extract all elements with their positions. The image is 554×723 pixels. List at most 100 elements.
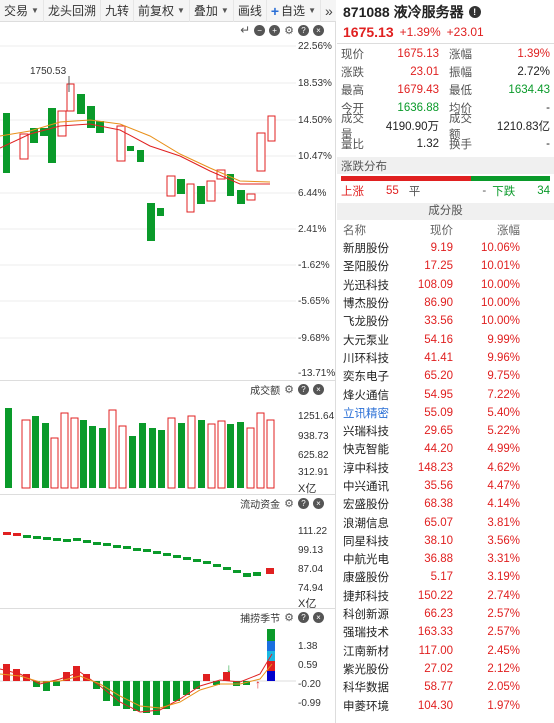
toolbar-nine-turn[interactable]: 九转	[101, 0, 134, 22]
component-change: 10.06%	[480, 242, 520, 255]
close-icon[interactable]: ×	[313, 24, 324, 36]
candle	[127, 146, 134, 151]
col-name[interactable]: 名称	[343, 224, 366, 237]
toolbar-overlay[interactable]: 叠加 ▼	[190, 0, 234, 22]
toolbar-trade[interactable]: 交易 ▼	[0, 0, 44, 22]
fund-panel-title: 流动资金	[240, 499, 281, 511]
component-row[interactable]: 烽火通信 54.95 7.22%	[337, 385, 554, 403]
component-row[interactable]: 宏盛股份 68.38 4.14%	[337, 495, 554, 513]
component-change: 10.01%	[480, 260, 520, 273]
component-row[interactable]: 川环科技 41.41 9.96%	[337, 349, 554, 367]
stock-code: 871088	[343, 4, 390, 20]
quote-value: 1675.13	[397, 48, 439, 60]
component-row[interactable]: 中航光电 36.88 3.31%	[337, 550, 554, 568]
component-row[interactable]: 同星科技 38.10 3.56%	[337, 532, 554, 550]
toolbar-draw[interactable]: 画线	[234, 0, 267, 22]
col-price[interactable]: 现价	[430, 224, 453, 237]
gear-icon[interactable]: ⚙	[284, 497, 294, 510]
component-change: 3.81%	[487, 516, 520, 529]
distribution-labels: 上涨 55 平 - 下跌 34	[337, 182, 554, 200]
add-watchlist-button[interactable]: + 自选 ▼	[267, 0, 321, 22]
components-header: 成分股	[337, 203, 554, 220]
component-price: 55.09	[424, 406, 453, 419]
component-row[interactable]: 康盛股份 5.17 3.19%	[337, 568, 554, 586]
col-change[interactable]: 涨幅	[497, 224, 520, 237]
component-row[interactable]: 光迅科技 108.09 10.00%	[337, 276, 554, 294]
help-icon[interactable]: ?	[298, 383, 309, 395]
component-name: 科华数据	[343, 682, 389, 695]
component-name: 立讯精密	[343, 407, 389, 420]
component-name: 紫光股份	[343, 663, 389, 676]
component-row[interactable]: 科创新源 66.23 2.57%	[337, 605, 554, 623]
quote-key: 成交量	[341, 113, 364, 141]
chevron-down-icon: ▼	[220, 6, 229, 15]
component-row[interactable]: 捷邦科技 150.22 2.74%	[337, 587, 554, 605]
component-row[interactable]: 博杰股份 86.90 10.00%	[337, 294, 554, 312]
stock-title: 871088 液冷服务器 !	[343, 2, 548, 22]
component-change: 3.56%	[487, 534, 520, 547]
help-icon[interactable]: ?	[298, 611, 309, 623]
gear-icon[interactable]: ⚙	[284, 383, 294, 396]
candles	[3, 83, 276, 241]
help-icon[interactable]: ?	[298, 24, 309, 36]
component-row[interactable]: 立讯精密 55.09 5.40%	[337, 404, 554, 422]
component-price: 104.30	[417, 699, 453, 712]
component-row[interactable]: 申菱环境 104.30 1.97%	[337, 696, 554, 714]
quote-value: 1634.43	[508, 84, 550, 96]
axis-label: -0.20	[298, 679, 321, 690]
component-name: 申菱环境	[343, 700, 389, 713]
component-price: 108.09	[417, 278, 453, 291]
component-row[interactable]: 新朋股份 9.19 10.06%	[337, 239, 554, 257]
component-row[interactable]: 科华数据 58.77 2.05%	[337, 678, 554, 696]
arrow-down-icon: ↓	[226, 661, 232, 675]
component-row[interactable]: 淳中科技 148.23 4.62%	[337, 459, 554, 477]
close-icon[interactable]: ×	[313, 611, 324, 623]
zoom-in-icon[interactable]: +	[269, 24, 281, 36]
gear-icon[interactable]: ⚙	[284, 611, 294, 624]
component-row[interactable]: 快克智能 44.20 4.99%	[337, 440, 554, 458]
fund-flow-chart[interactable]	[0, 512, 296, 606]
zoom-out-icon[interactable]: −	[254, 24, 266, 36]
season-chart[interactable]: ↓ ↑	[0, 624, 296, 723]
quote-value: 23.01	[410, 66, 439, 78]
toolbar-adjust[interactable]: 前复权 ▼	[134, 0, 190, 22]
component-change: 2.05%	[487, 681, 520, 694]
close-icon[interactable]: ×	[313, 383, 324, 395]
component-change: 1.97%	[487, 699, 520, 712]
axis-label: 1.38	[298, 641, 318, 652]
component-row[interactable]: 圣阳股份 17.25 10.01%	[337, 257, 554, 275]
component-row[interactable]: 大元泵业 54.16 9.99%	[337, 330, 554, 348]
component-name: 川环科技	[343, 352, 389, 365]
kline-chart[interactable]: 1750.53	[0, 36, 296, 374]
component-price: 58.77	[424, 681, 453, 694]
component-price: 54.16	[424, 333, 453, 346]
help-icon[interactable]: ?	[298, 497, 309, 509]
quote-value: 1679.43	[397, 84, 439, 96]
more-button[interactable]: »	[324, 2, 333, 19]
component-price: 17.25	[424, 260, 453, 273]
component-row[interactable]: 浪潮信息 65.07 3.81%	[337, 513, 554, 531]
component-row[interactable]: 中兴通讯 35.56 4.47%	[337, 477, 554, 495]
return-icon[interactable]: ↵	[240, 23, 251, 37]
toolbar-leader-review[interactable]: 龙头回溯	[44, 0, 101, 22]
component-row[interactable]: 强瑞技术 163.33 2.57%	[337, 623, 554, 641]
gear-icon[interactable]: ⚙	[284, 24, 294, 37]
chart-toolbar: 交易 ▼ 龙头回溯 九转 前复权 ▼ 叠加 ▼ 画线 + 自选 ▼ »	[0, 0, 336, 22]
component-row[interactable]: 江南新材 117.00 2.45%	[337, 642, 554, 660]
fund-panel-header: 流动资金 ⚙ ? ×	[0, 496, 336, 511]
component-change: 2.74%	[487, 589, 520, 602]
component-row[interactable]: 紫光股份 27.02 2.12%	[337, 660, 554, 678]
component-row[interactable]: 奕东电子 65.20 9.75%	[337, 367, 554, 385]
axis-label: 2.41%	[298, 224, 327, 235]
volume-chart[interactable]	[0, 398, 296, 494]
candle	[246, 193, 256, 201]
quote-key: 成交额	[449, 113, 472, 141]
quote-value: 4190.90万	[385, 121, 439, 133]
component-row[interactable]: 飞龙股份 33.56 10.00%	[337, 312, 554, 330]
candle	[157, 208, 164, 216]
info-icon[interactable]: !	[468, 6, 481, 18]
close-icon[interactable]: ×	[313, 497, 324, 509]
component-row[interactable]: 兴瑞科技 29.65 5.22%	[337, 422, 554, 440]
price-line: 1675.13 +1.39% +23.01	[343, 22, 548, 42]
axis-label: 312.91	[298, 467, 329, 478]
